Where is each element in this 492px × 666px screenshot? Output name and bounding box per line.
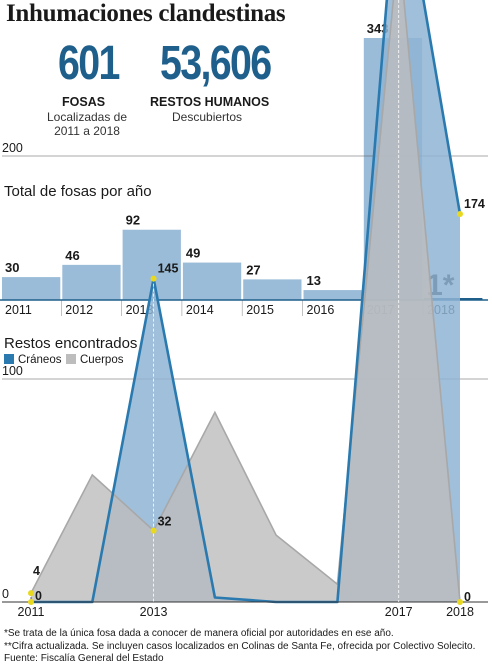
page-title: Inhumaciones clandestinas bbox=[6, 0, 286, 27]
data-label: 0 bbox=[35, 589, 42, 603]
y-tick-label: 100 bbox=[2, 364, 23, 378]
data-label: 145 bbox=[158, 262, 179, 276]
bar-value-label: 13 bbox=[307, 273, 321, 288]
data-label: 174 bbox=[464, 197, 485, 211]
line-cuerpos bbox=[30, 0, 461, 603]
area-chart-title: Restos encontrados bbox=[4, 335, 138, 352]
bar-tick-label: 2012 bbox=[65, 303, 93, 317]
stat-restos-label: RESTOS HUMANOS bbox=[150, 95, 270, 109]
bar-value-label: 30 bbox=[5, 260, 19, 275]
x-tick-label: 2013 bbox=[140, 605, 168, 619]
stat-fosas-sub-line: Localizadas de bbox=[46, 110, 128, 124]
y-tick-label: 0 bbox=[2, 587, 9, 601]
stat-fosas-label: FOSAS bbox=[62, 95, 106, 109]
source-note: Fuente: Fiscalía General del Estado bbox=[4, 653, 164, 664]
stat-fosas-sub-line: 2011 a 2018 bbox=[54, 124, 120, 138]
data-marker bbox=[150, 275, 157, 282]
bar-tick-label: 2016 bbox=[307, 303, 335, 317]
bar-tick-label: 2015 bbox=[246, 303, 274, 317]
stat-fosas-sub: Localizadas de 2011 a 2018 bbox=[44, 110, 130, 138]
data-marker bbox=[457, 599, 463, 605]
legend-label-craneos: Cráneos bbox=[18, 354, 62, 366]
bar-value-label: 27 bbox=[246, 262, 260, 277]
bar-tick-label: 2011 bbox=[5, 303, 32, 317]
legend-swatch-cuerpos bbox=[66, 354, 76, 364]
bar-value-label: 49 bbox=[186, 246, 200, 261]
legend-label-cuerpos: Cuerpos bbox=[80, 354, 124, 366]
data-label: 4 bbox=[33, 564, 40, 578]
data-label: 0 bbox=[464, 590, 471, 604]
area-chart: CráneosCuerpos01002003002011201320172018… bbox=[2, 0, 488, 619]
bar-2011 bbox=[2, 277, 61, 300]
bar-2014 bbox=[182, 262, 242, 300]
data-marker bbox=[28, 590, 34, 597]
footnote: **Cifra actualizada. Se incluyen casos l… bbox=[4, 640, 476, 652]
y-tick-label: 200 bbox=[2, 141, 23, 155]
x-tick-label: 2011 bbox=[18, 605, 45, 619]
data-marker bbox=[28, 599, 34, 605]
data-marker bbox=[150, 527, 157, 534]
bar-2015 bbox=[243, 279, 302, 300]
bar-chart-title: Total de fosas por año bbox=[4, 183, 152, 200]
x-tick-label: 2017 bbox=[385, 605, 413, 619]
stat-restos-sub-line: Descubiertos bbox=[172, 110, 243, 124]
stat-restos-sub: Descubiertos bbox=[172, 110, 242, 124]
bar-2012 bbox=[62, 264, 121, 300]
bar-value-label: 92 bbox=[126, 213, 140, 228]
bar-value-label: 46 bbox=[65, 248, 79, 263]
legend-swatch-craneos bbox=[4, 354, 14, 364]
bar-2016 bbox=[303, 290, 362, 300]
footnote: *Se trata de la única fosa dada a conoce… bbox=[4, 628, 394, 639]
bar-tick-label: 2014 bbox=[186, 303, 214, 317]
data-marker bbox=[457, 210, 463, 217]
stat-fosas-value: 601 bbox=[58, 37, 120, 90]
footnotes: *Se trata de la única fosa dada a conoce… bbox=[4, 628, 475, 666]
line-craneos bbox=[31, 0, 462, 604]
data-label: 32 bbox=[158, 515, 172, 529]
x-tick-label: 2018 bbox=[446, 605, 474, 619]
area-cuerpos bbox=[31, 0, 460, 602]
stat-restos-value: 53,606 bbox=[160, 37, 272, 90]
